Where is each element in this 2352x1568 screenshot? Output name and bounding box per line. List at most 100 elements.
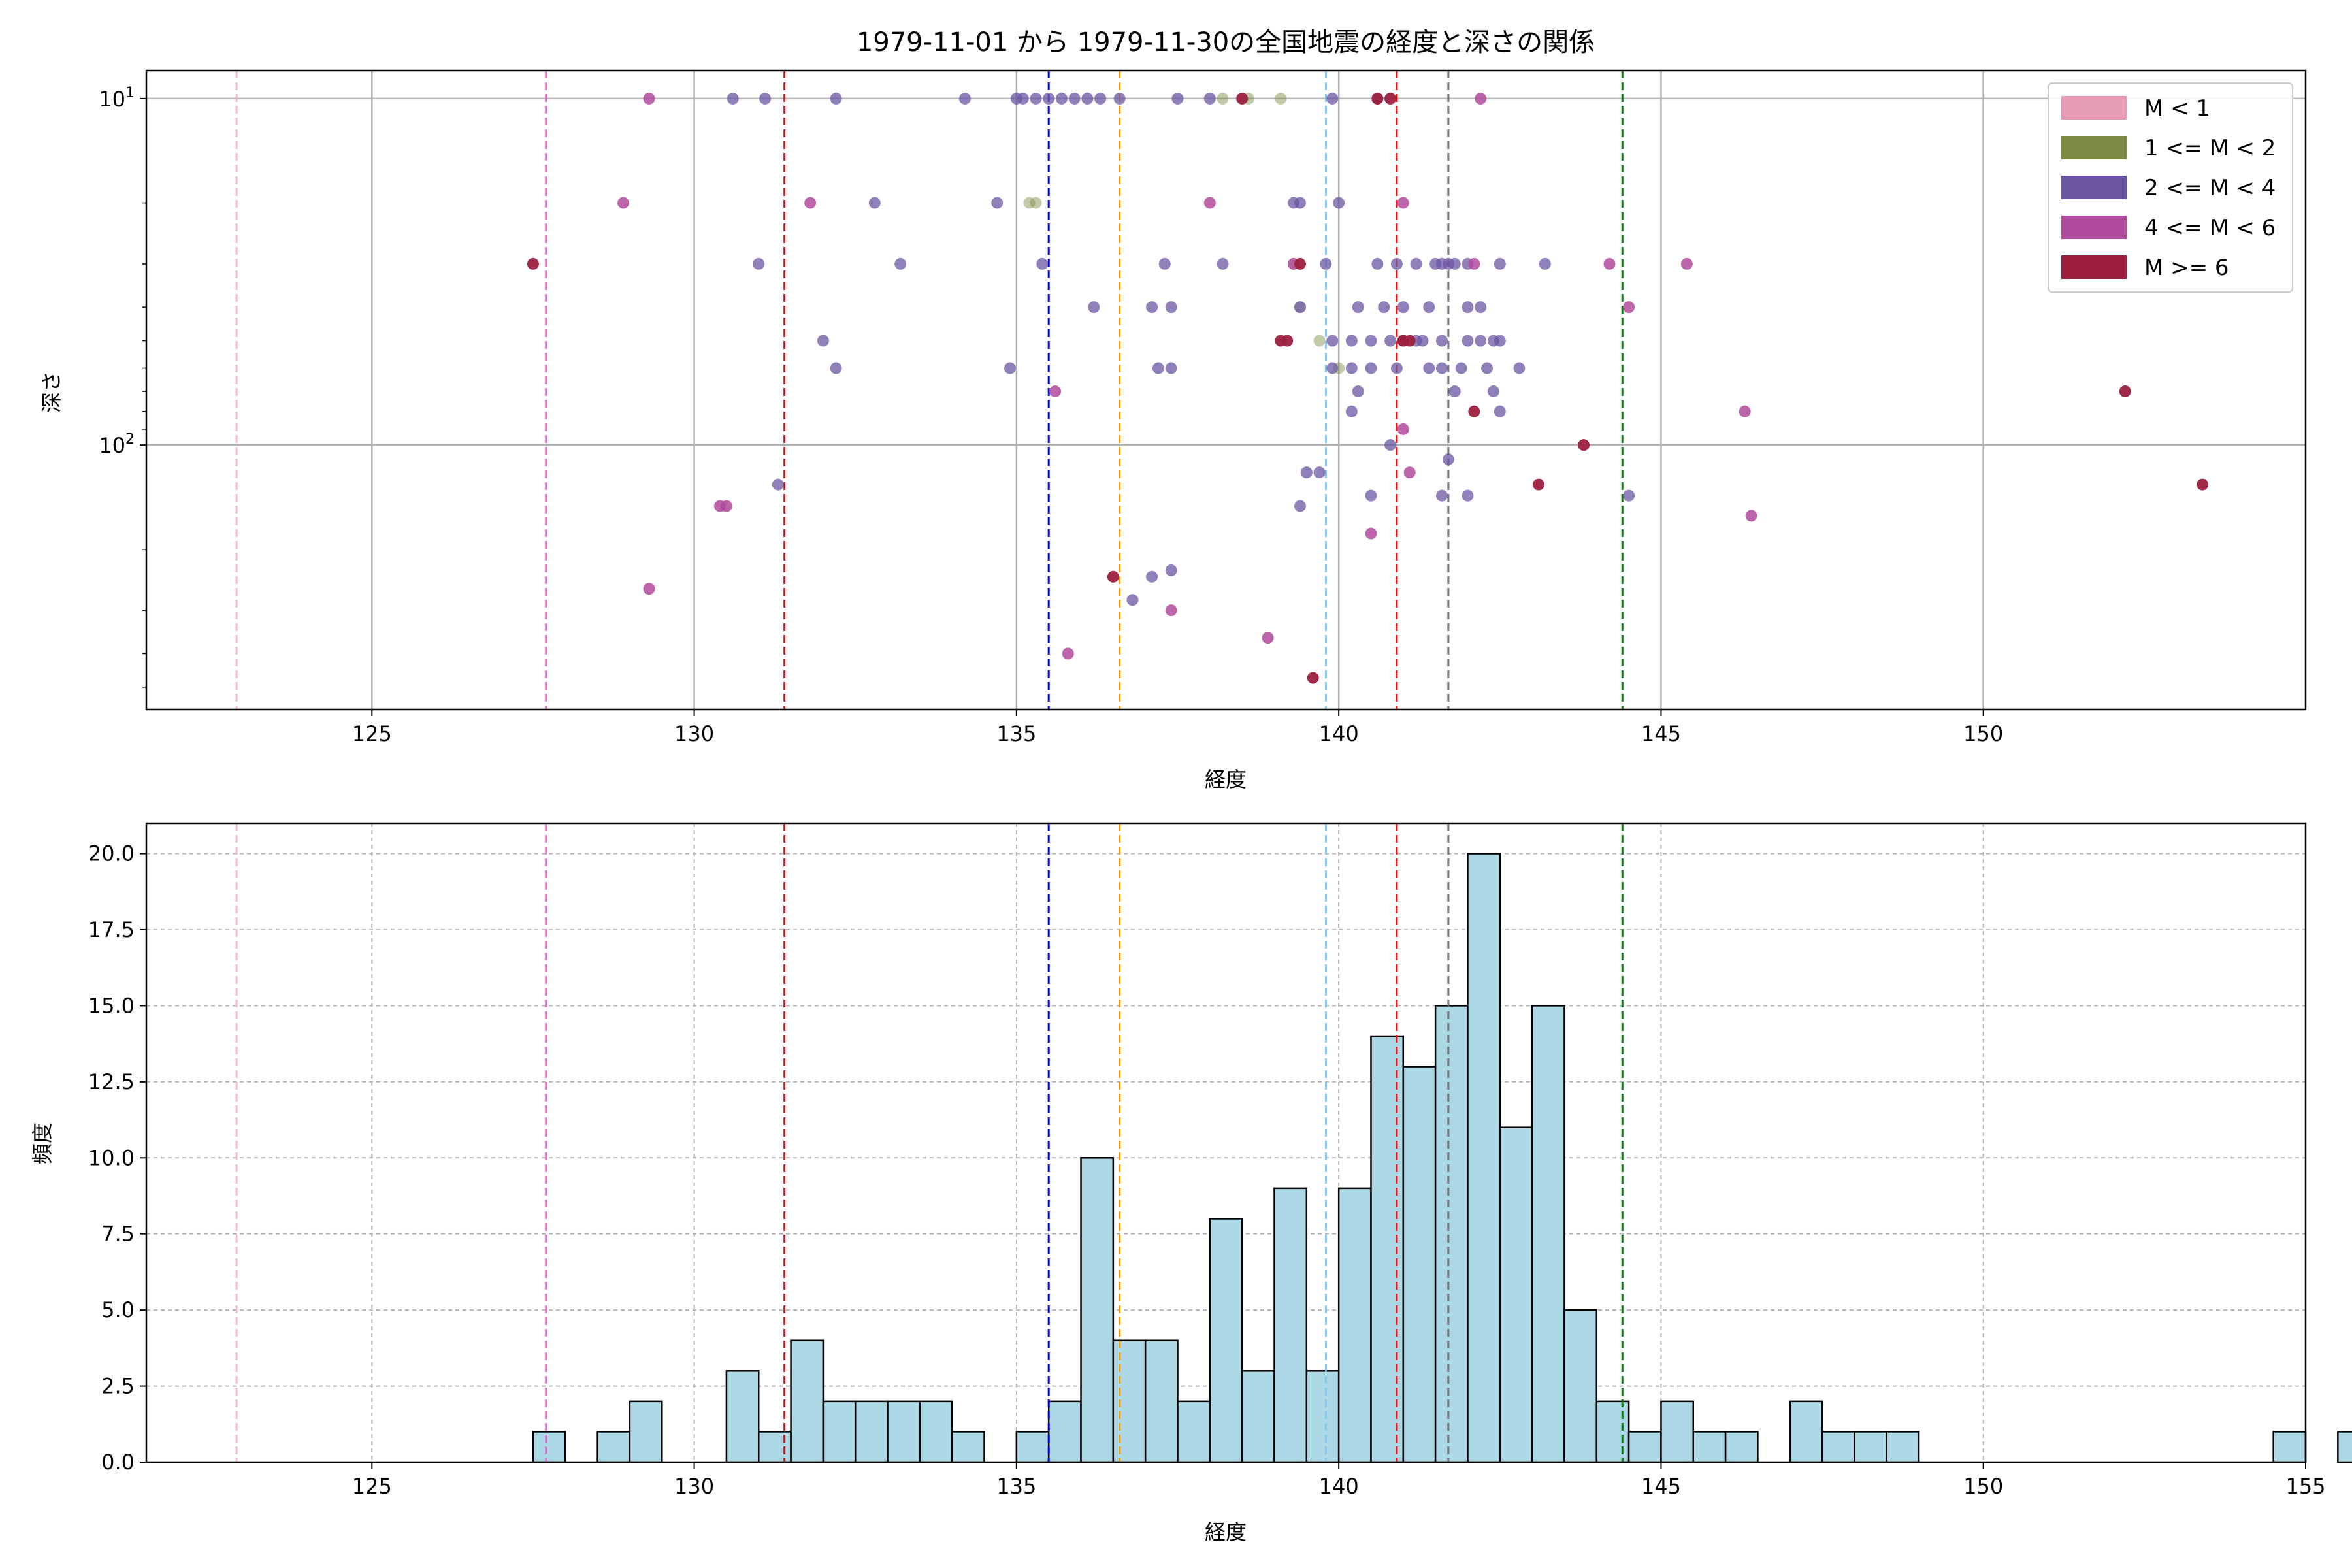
scatter-point: [1281, 335, 1294, 347]
scatter-point: [1513, 362, 1526, 374]
scatter-point: [1403, 335, 1416, 347]
scatter-point: [1462, 335, 1474, 347]
histogram-bar: [1724, 1431, 1759, 1463]
histogram-bar: [951, 1431, 985, 1463]
scatter-point: [1371, 92, 1384, 105]
scatter-point: [1146, 570, 1158, 583]
scatter-y-axis-label: 深さ: [39, 371, 64, 413]
histogram-x-tick-label: 135: [996, 1474, 1036, 1499]
histogram-y-tick-label: 10.0: [88, 1145, 135, 1170]
scatter-point: [1294, 197, 1306, 209]
legend-swatch: [2061, 136, 2127, 159]
scatter-point: [1307, 672, 1319, 684]
scatter-point: [2197, 478, 2209, 491]
scatter-point: [1423, 362, 1435, 374]
scatter-point: [617, 197, 630, 209]
scatter-point: [527, 257, 539, 270]
scatter-point: [1043, 92, 1055, 105]
histogram-x-axis-label: 経度: [1205, 1520, 1247, 1544]
scatter-point: [1352, 385, 1364, 398]
scatter-point: [714, 500, 727, 512]
scatter-reference-lines: [235, 71, 1624, 710]
scatter-point: [1313, 335, 1326, 347]
scatter-point: [643, 583, 655, 595]
histogram-y-tick-label: 0.0: [101, 1450, 135, 1475]
scatter-point: [1448, 257, 1461, 270]
histogram-bar: [1627, 1431, 1662, 1463]
scatter-point: [1165, 301, 1177, 314]
histogram-bar: [790, 1339, 825, 1463]
scatter-point: [1352, 301, 1364, 314]
scatter-point: [1036, 257, 1049, 270]
histogram-bar: [1692, 1431, 1727, 1463]
scatter-point: [1481, 362, 1494, 374]
histogram-bar: [1241, 1370, 1275, 1463]
histogram-x-tick-label: 155: [2285, 1474, 2325, 1499]
scatter-point: [1126, 594, 1139, 606]
scatter-point: [1217, 92, 1229, 105]
scatter-point: [1475, 335, 1487, 347]
histogram-bar: [596, 1431, 631, 1463]
scatter-point: [1203, 197, 1216, 209]
scatter-point: [1107, 570, 1119, 583]
scatter-point: [1333, 197, 1345, 209]
histogram-y-axis-label: 頻度: [30, 1122, 55, 1164]
scatter-point: [1390, 362, 1403, 374]
scatter-point: [772, 478, 784, 491]
scatter-point: [1030, 197, 1042, 209]
scatter-point: [1049, 385, 1062, 398]
scatter-point: [1462, 489, 1474, 502]
legend-label: 2 <= M < 4: [2144, 175, 2276, 201]
histogram-x-tick-label: 125: [352, 1474, 392, 1499]
scatter-point: [1094, 92, 1107, 105]
scatter-plot-frame: [145, 69, 2307, 711]
scatter-point: [1578, 439, 1590, 451]
scatter-point: [1081, 92, 1094, 105]
scatter-point: [753, 257, 765, 270]
histogram-bar: [2272, 1431, 2307, 1463]
scatter-point: [804, 197, 817, 209]
scatter-point: [1494, 405, 1506, 417]
histogram-x-tick-label: 130: [674, 1474, 714, 1499]
scatter-x-tick-label: 140: [1319, 721, 1359, 746]
scatter-point: [1455, 362, 1467, 374]
scatter-point: [1365, 489, 1377, 502]
histogram-bar: [2337, 1431, 2352, 1463]
histogram-bar: [532, 1431, 566, 1463]
scatter-point: [1532, 478, 1544, 491]
histogram-bar: [1177, 1400, 1211, 1463]
scatter-y-ticks: 101 102: [99, 85, 146, 688]
scatter-point: [1539, 257, 1551, 270]
histogram-bar: [1305, 1370, 1340, 1463]
scatter-point: [1345, 362, 1358, 374]
scatter-point: [1448, 385, 1461, 398]
scatter-point: [1397, 423, 1409, 435]
scatter-point: [1468, 257, 1480, 270]
histogram-bar: [1531, 1005, 1565, 1463]
scatter-point: [1062, 647, 1074, 660]
histogram-y-tick-label: 20.0: [88, 841, 135, 866]
scatter-point: [958, 92, 971, 105]
histogram-bar: [1047, 1400, 1082, 1463]
histogram-x-tick-label: 150: [1963, 1474, 2003, 1499]
histogram-bar: [854, 1400, 889, 1463]
scatter-point: [1300, 466, 1313, 479]
scatter-point: [1030, 92, 1042, 105]
legend-label: M >= 6: [2144, 255, 2229, 281]
scatter-point: [1365, 527, 1377, 540]
scatter-point: [1068, 92, 1081, 105]
histogram-bar: [887, 1400, 921, 1463]
histogram-y-tick-label: 2.5: [101, 1374, 135, 1399]
histogram-bar: [1854, 1431, 1887, 1463]
scatter-point: [1313, 466, 1326, 479]
histogram-bar: [1209, 1218, 1243, 1463]
scatter-grid: [146, 71, 2306, 710]
scatter-point: [1680, 257, 1693, 270]
scatter-point: [643, 92, 655, 105]
histogram-bar: [1595, 1400, 1630, 1463]
scatter-point: [1442, 453, 1454, 466]
scatter-point: [1462, 301, 1474, 314]
scatter-point: [1165, 604, 1177, 617]
histogram-bar: [629, 1400, 663, 1463]
